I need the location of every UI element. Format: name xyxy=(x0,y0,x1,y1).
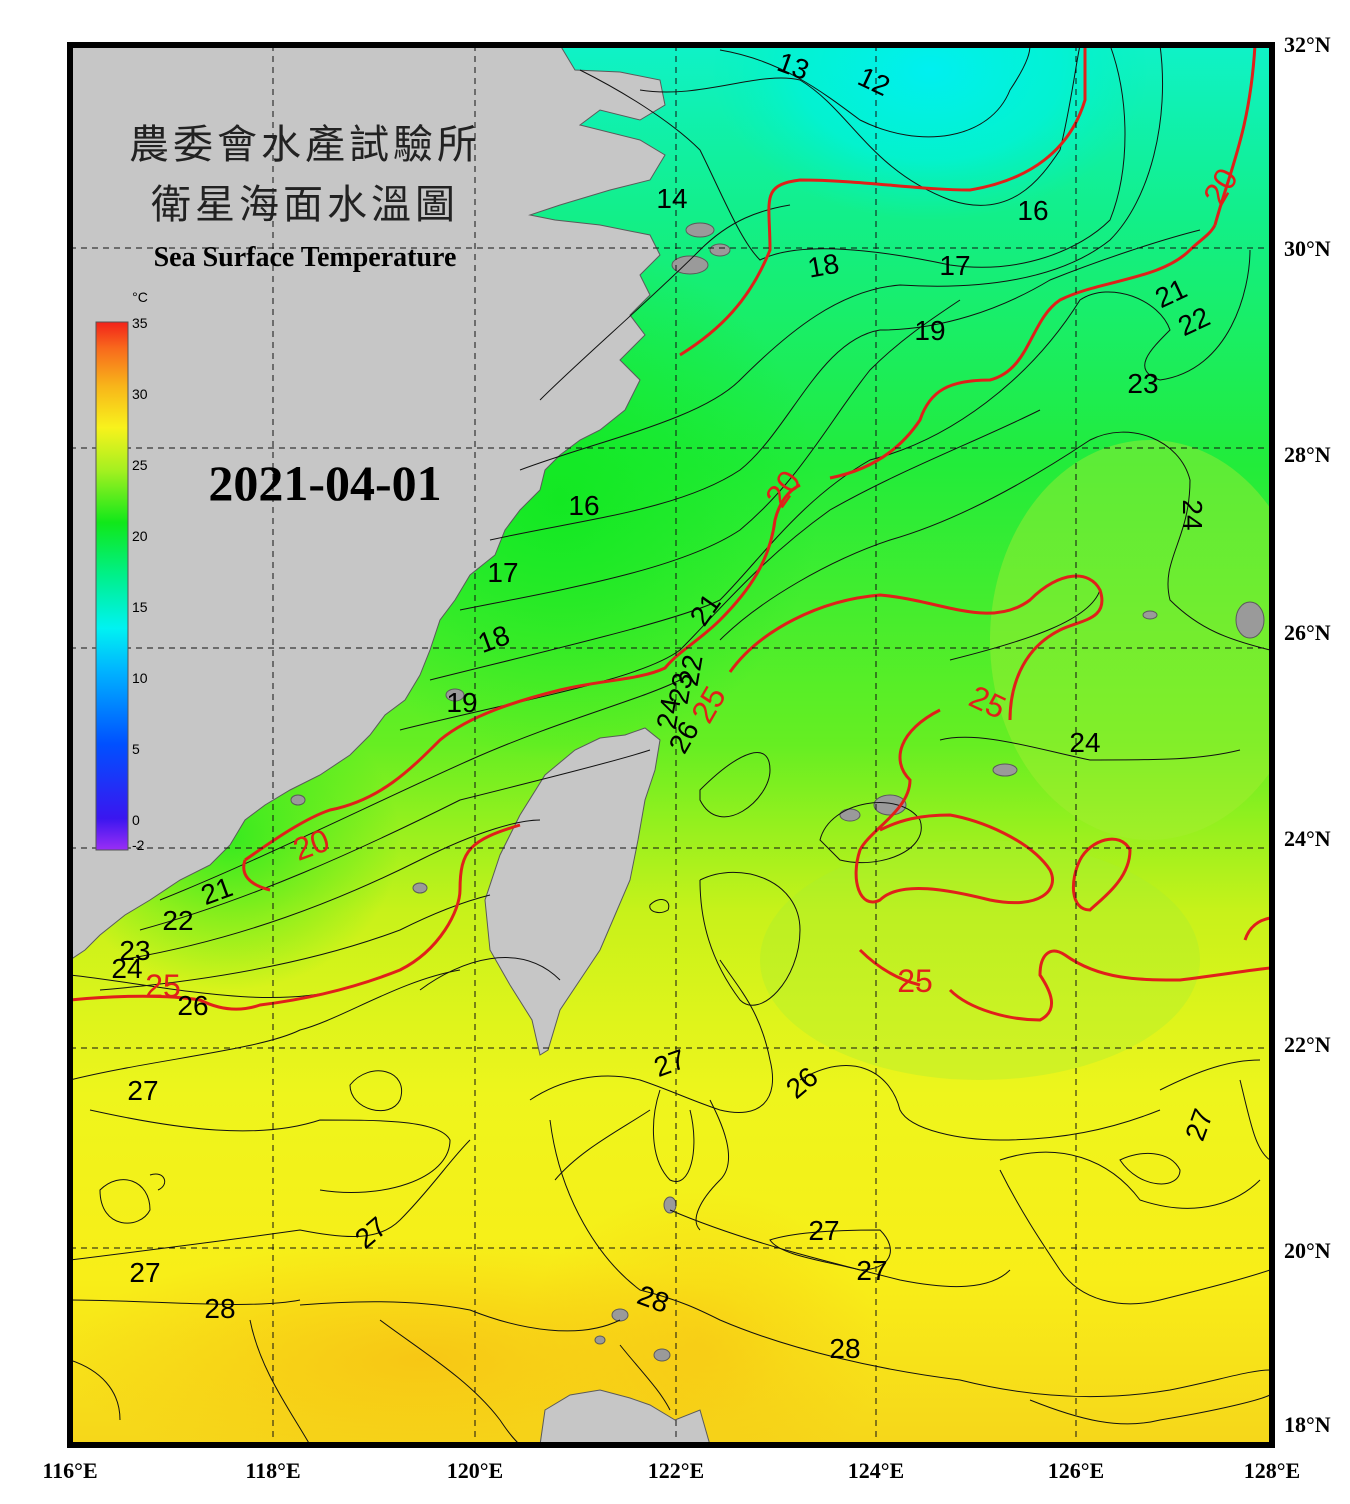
colorbar-tick-label: 20 xyxy=(132,528,148,544)
coordinate-grid xyxy=(70,45,1272,1445)
isotherm-label: 22 xyxy=(673,652,709,688)
lon-label: 118°E xyxy=(245,1458,300,1483)
colorbar-ticks: 35 30 25 20 15 10 5 0 -2 xyxy=(132,315,148,853)
colorbar-tick-label: 5 xyxy=(132,741,140,757)
isotherm-label: 22 xyxy=(162,905,193,936)
date-label: 2021-04-01 xyxy=(208,455,441,511)
isotherm-label: 23 xyxy=(1127,368,1158,399)
title-cn-line2: 衛星海面水溫圖 xyxy=(151,182,459,228)
lon-label: 120°E xyxy=(447,1458,503,1483)
isotherm-label: 26 xyxy=(177,990,208,1021)
colorbar-unit: °C xyxy=(132,289,148,305)
isotherms-red xyxy=(70,45,1271,1022)
isotherm-label: 27 xyxy=(127,1075,158,1106)
lon-label: 126°E xyxy=(1048,1458,1104,1483)
taiwan-island xyxy=(484,727,661,1056)
lat-label: 24°N xyxy=(1284,826,1331,851)
title-cn-line1: 農委會水產試驗所 xyxy=(129,122,481,168)
colorbar: °C 35 30 25 20 15 10 5 0 -2 xyxy=(95,289,148,853)
isotherm-label: 28 xyxy=(829,1333,860,1364)
lon-label: 128°E xyxy=(1244,1458,1300,1483)
land-masses xyxy=(70,45,1265,1445)
lat-label: 28°N xyxy=(1284,442,1331,467)
title-en: Sea Surface Temperature xyxy=(154,242,457,273)
colorbar-tick-label: 0 xyxy=(132,812,140,828)
isotherm-label: 16 xyxy=(1017,195,1048,226)
colorbar-tick-label: 35 xyxy=(132,315,148,331)
isotherm-label: 19 xyxy=(914,315,945,346)
isotherm-label: 14 xyxy=(656,183,687,214)
colorbar-gradient xyxy=(95,321,129,851)
isotherm-label: 16 xyxy=(568,490,599,521)
isotherm-label-red: 25 xyxy=(897,963,933,999)
isotherm-label: 28 xyxy=(204,1293,235,1324)
isotherm-label: 24 xyxy=(1069,727,1100,758)
isotherms-black xyxy=(70,45,1271,1445)
lon-label: 122°E xyxy=(648,1458,704,1483)
isotherm-label: 19 xyxy=(446,687,477,718)
luzon-island xyxy=(539,1389,711,1445)
lat-label: 26°N xyxy=(1284,620,1331,645)
isotherm-label: 24 xyxy=(651,695,687,731)
isotherm-label: 17 xyxy=(487,557,518,588)
colorbar-tick-label: 10 xyxy=(132,670,148,686)
isotherm-label: 27 xyxy=(856,1255,887,1286)
small-islands xyxy=(290,222,1265,1362)
lat-label: 32°N xyxy=(1284,32,1331,57)
colorbar-tick-label: 15 xyxy=(132,599,148,615)
lon-label: 124°E xyxy=(848,1458,904,1483)
colorbar-tick-label: 30 xyxy=(132,386,148,402)
latitude-labels: 32°N 30°N 28°N 26°N 24°N 22°N 20°N 18°N xyxy=(1284,32,1331,1437)
colorbar-tick-label: 25 xyxy=(132,457,148,473)
isotherm-label: 23 xyxy=(663,670,699,706)
isotherm-label: 24 xyxy=(1177,499,1208,530)
isotherm-label: 17 xyxy=(939,250,970,281)
isotherm-label: 23 xyxy=(119,935,150,966)
isotherm-label: 27 xyxy=(129,1257,160,1288)
colorbar-tick-label: -2 xyxy=(132,837,145,853)
lon-label: 116°E xyxy=(42,1458,97,1483)
isotherm-label: 18 xyxy=(805,248,841,284)
lat-label: 22°N xyxy=(1284,1032,1331,1057)
longitude-labels: 116°E 118°E 120°E 122°E 124°E 126°E 128°E xyxy=(42,1458,1300,1483)
lat-label: 18°N xyxy=(1284,1412,1331,1437)
isotherm-label: 24 xyxy=(111,953,142,984)
isotherm-label-red: 25 xyxy=(145,968,181,1004)
isotherm-label: 27 xyxy=(808,1215,839,1246)
lat-label: 20°N xyxy=(1284,1238,1331,1263)
lat-label: 30°N xyxy=(1284,236,1331,261)
map-frame xyxy=(67,42,1275,1448)
